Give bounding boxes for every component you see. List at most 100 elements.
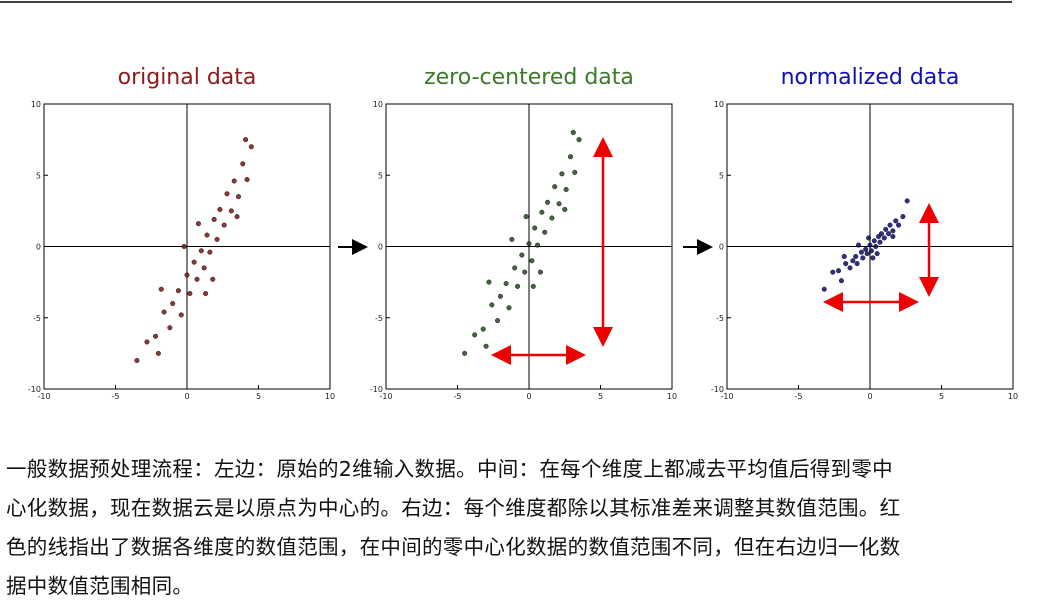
point (519, 252, 525, 258)
point (207, 249, 213, 255)
point (228, 208, 234, 214)
point (887, 222, 893, 228)
point (873, 243, 879, 249)
point (567, 154, 573, 160)
point (893, 218, 899, 224)
point (883, 226, 889, 232)
point (523, 214, 529, 220)
caption-line: 色的线指出了数据各维度的数值范围，在中间的零中心化数据的数值范围不同，但在右边归… (6, 535, 901, 559)
point (871, 238, 877, 244)
chart-title: normalized data (781, 65, 960, 90)
point (576, 137, 582, 143)
point (167, 325, 173, 331)
y-tick-label: 5 (36, 171, 41, 180)
point (486, 279, 492, 285)
point (512, 265, 518, 271)
y-tick-label: -10 (28, 385, 41, 394)
point (841, 253, 847, 259)
y-tick-label: 0 (378, 243, 383, 252)
point (240, 161, 246, 167)
point (506, 305, 512, 311)
point (900, 214, 906, 220)
point (175, 288, 181, 294)
y-tick-label: 5 (719, 171, 724, 180)
point (195, 221, 201, 227)
point (211, 216, 217, 222)
point (904, 198, 910, 204)
point (472, 332, 478, 338)
point (545, 199, 551, 205)
point (134, 358, 140, 364)
point (462, 350, 468, 356)
point (530, 283, 536, 289)
x-tick-label: 0 (184, 392, 189, 401)
point (878, 231, 884, 237)
point (535, 242, 541, 248)
point (563, 186, 569, 192)
point (214, 236, 220, 242)
point (836, 268, 842, 274)
x-tick-label: -10 (379, 392, 392, 401)
point (203, 291, 209, 297)
point (235, 194, 241, 200)
x-tick-label: -10 (720, 392, 733, 401)
point (853, 253, 859, 259)
point (161, 309, 167, 315)
point (850, 258, 856, 264)
point (864, 251, 870, 257)
point (821, 286, 827, 292)
point (860, 255, 866, 261)
point (874, 251, 880, 257)
point (526, 241, 532, 247)
point (539, 209, 545, 215)
y-tick-label: 0 (719, 243, 724, 252)
point (224, 191, 230, 197)
point (204, 232, 210, 238)
point (181, 243, 187, 249)
point (854, 261, 860, 267)
point (194, 276, 200, 282)
point (234, 214, 240, 220)
point (244, 177, 250, 183)
point (890, 234, 896, 240)
y-tick-label: 10 (714, 100, 724, 109)
point (886, 231, 892, 237)
y-tick-label: -10 (711, 385, 724, 394)
y-tick-label: 10 (373, 100, 383, 109)
point (187, 291, 193, 297)
x-tick-label: 5 (256, 392, 261, 401)
x-tick-label: -10 (37, 392, 50, 401)
point (483, 343, 489, 349)
y-tick-label: 0 (36, 243, 41, 252)
point (489, 302, 495, 308)
point (158, 286, 164, 292)
point (184, 272, 190, 278)
point (863, 246, 869, 252)
point (877, 239, 883, 245)
point (532, 225, 538, 231)
y-tick-label: -5 (375, 314, 383, 323)
point (231, 178, 237, 184)
point (870, 255, 876, 261)
point (144, 339, 150, 345)
point (153, 333, 159, 339)
x-tick-label: 5 (598, 392, 603, 401)
point (480, 326, 486, 332)
point (570, 129, 576, 135)
range-arrows (491, 137, 939, 365)
point (497, 293, 503, 299)
point (562, 206, 568, 212)
point (881, 235, 887, 241)
point (556, 201, 562, 207)
point (537, 269, 543, 275)
point (552, 184, 558, 190)
y-tick-label: 5 (378, 171, 383, 180)
point (890, 228, 896, 234)
point (170, 301, 176, 307)
caption-line: 据中数值范围相同。 (6, 574, 194, 598)
point (867, 242, 873, 248)
point (868, 248, 874, 254)
point (221, 222, 227, 228)
point (549, 215, 555, 221)
